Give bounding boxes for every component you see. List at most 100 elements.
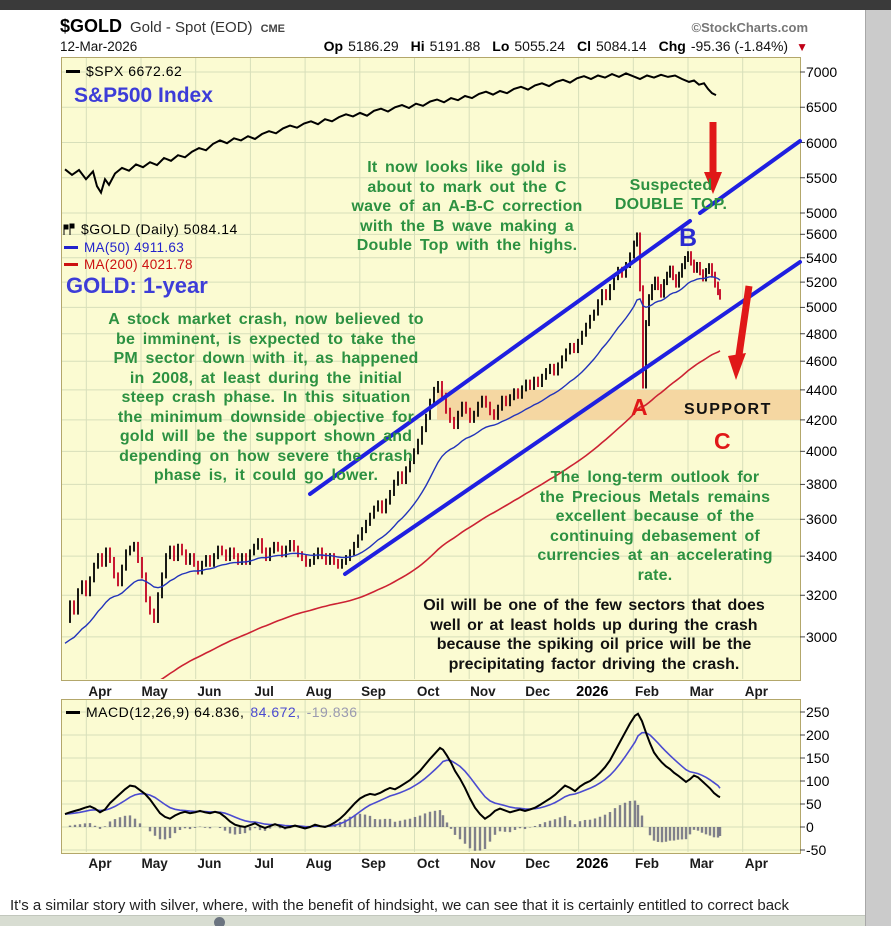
article-text: It's a similar story with silver, where,… <box>10 897 790 914</box>
ma200-legend: MA(200) 4021.78 <box>64 257 193 272</box>
bottom-bar-icon <box>214 917 225 926</box>
ma200-legend-text: MA(200) 4021.78 <box>84 257 193 272</box>
y-axis-label: 0 <box>806 819 814 835</box>
y-axis-label: 3400 <box>806 548 838 565</box>
bottom-bar <box>0 915 865 926</box>
x-axis-label: 2026 <box>576 684 609 700</box>
annotation-crash: A stock market crash, now believed to be… <box>108 311 424 484</box>
x-axis-label: Jun <box>197 856 222 871</box>
x-axis-label: Aug <box>305 856 332 871</box>
y-axis-label: -50 <box>806 842 827 858</box>
annotation-longterm-outlook: The long-term outlook for the Precious M… <box>537 469 773 584</box>
y-axis-label: 100 <box>806 773 830 789</box>
x-axis-label: Oct <box>416 684 440 699</box>
annotation-oil: Oil will be one of the few sectors that … <box>423 597 765 673</box>
macd-signal-value: 84.672, <box>250 704 301 720</box>
low-value: 5055.24 <box>514 38 565 54</box>
close-label: Cl <box>577 38 591 54</box>
macd-histogram-value: -19.836 <box>306 704 358 720</box>
ma200-line-swatch-icon <box>64 263 78 266</box>
down-triangle-icon[interactable]: ▼ <box>796 40 808 54</box>
x-axis-label: Jul <box>254 684 274 699</box>
annotation-abc-correction: It now looks like gold is about to mark … <box>351 159 583 254</box>
y-axis-label: 3000 <box>806 628 838 645</box>
quote-row: 12-Mar-2026 Op 5186.29 Hi 5191.88 Lo 505… <box>60 38 808 54</box>
x-axis-label: Dec <box>525 684 550 699</box>
quote-date: 12-Mar-2026 <box>60 39 138 54</box>
y-axis-label: 5600 <box>806 226 838 243</box>
x-axis-label: Jun <box>197 684 222 699</box>
x-axis-label: May <box>141 684 168 699</box>
x-axis-label: Feb <box>634 856 660 871</box>
y-axis-label: 3600 <box>806 511 838 528</box>
close-value: 5084.14 <box>596 38 647 54</box>
y-axis-label: 150 <box>806 750 830 766</box>
copyright-label: ©StockCharts.com <box>691 20 809 35</box>
gold-legend: $GOLD (Daily) 5084.14 <box>62 221 238 237</box>
y-axis-label: 5400 <box>806 249 838 266</box>
x-axis-label: Apr <box>744 684 769 699</box>
x-axis-label: 2026 <box>576 856 609 872</box>
ma50-line-swatch-icon <box>64 246 78 249</box>
chart-header: $GOLD Gold - Spot (EOD) CME ©StockCharts… <box>60 16 808 37</box>
y-axis-label: 4800 <box>806 325 838 342</box>
macd-line-swatch-icon <box>66 710 80 714</box>
x-axis-label: May <box>141 856 168 871</box>
y-axis-label: 5000 <box>806 299 838 316</box>
y-axis-label: 4400 <box>806 381 838 398</box>
support-label: SUPPORT <box>684 401 772 418</box>
x-axis-label: Mar <box>689 684 714 699</box>
high-label: Hi <box>410 38 425 54</box>
y-axis-label: 50 <box>806 796 822 812</box>
y-axis-label: 7000 <box>806 64 838 80</box>
spx-panel-title: S&P500 Index <box>74 84 213 107</box>
wave-c-label: C <box>714 428 731 454</box>
change-value: -95.36 (-1.84%) <box>690 38 789 54</box>
macd-legend-text: MACD(12,26,9) 64.836, <box>86 704 245 720</box>
x-axis-label: Oct <box>416 856 440 871</box>
y-axis-label: 5500 <box>806 169 838 186</box>
x-axis-label: Dec <box>525 856 550 871</box>
macd-legend: MACD(12,26,9) 64.836, 84.672, -19.836 <box>66 704 358 720</box>
x-axis-label: Nov <box>470 684 496 699</box>
x-axis-label: Apr <box>88 684 112 699</box>
annotation-flag-icon <box>63 223 75 235</box>
x-axis-label: Sep <box>361 684 386 699</box>
x-axis-label: Feb <box>634 684 660 699</box>
y-axis-label: 4600 <box>806 353 838 370</box>
x-axis-label: Apr <box>744 856 769 871</box>
symbol-label: $GOLD <box>60 16 123 36</box>
y-axis-label: 5200 <box>806 274 838 291</box>
annotation-double-top: Suspected DOUBLE TOP. <box>614 177 728 213</box>
vertical-scrollbar[interactable] <box>865 10 891 926</box>
x-axis-label: Sep <box>361 856 386 871</box>
y-axis-label: 5000 <box>806 205 838 221</box>
high-value: 5191.88 <box>429 38 481 54</box>
y-axis-label: 200 <box>806 727 830 743</box>
gold-legend-text: $GOLD (Daily) 5084.14 <box>81 221 238 237</box>
spx-line-swatch-icon <box>66 69 80 73</box>
x-axis-label: Aug <box>305 684 332 699</box>
wave-a-label: A <box>631 394 648 420</box>
y-axis-label: 3800 <box>806 476 838 493</box>
browser-top-bar <box>0 0 891 10</box>
x-axis-label: Apr <box>88 856 112 871</box>
gold-panel-title: GOLD: 1-year <box>66 273 208 298</box>
x-axis-label: Mar <box>689 856 714 871</box>
y-axis-label: 3200 <box>806 587 838 604</box>
y-axis-label: 4200 <box>806 411 838 428</box>
x-axis-label: Jul <box>254 856 274 871</box>
ma50-legend: MA(50) 4911.63 <box>64 240 184 255</box>
ma50-legend-text: MA(50) 4911.63 <box>84 240 185 255</box>
y-axis-label: 6500 <box>806 99 838 116</box>
open-value: 5186.29 <box>348 38 399 54</box>
ohlc-group: Op 5186.29 Hi 5191.88 Lo 5055.24 Cl 5084… <box>317 38 808 54</box>
y-axis-label: 250 <box>806 704 830 720</box>
wave-b-label: B <box>679 224 698 252</box>
y-axis-label: 6000 <box>806 134 838 151</box>
low-label: Lo <box>492 38 510 54</box>
macd-chart-panel <box>61 699 801 854</box>
open-label: Op <box>323 38 344 54</box>
exchange-label: CME <box>260 23 286 35</box>
